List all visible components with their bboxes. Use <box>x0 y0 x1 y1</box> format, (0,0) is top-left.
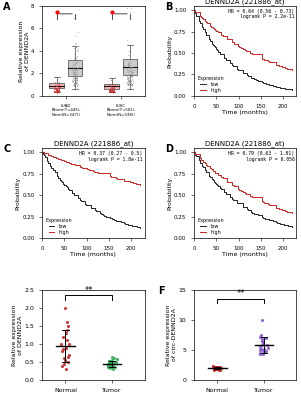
Point <box>54 88 59 95</box>
Point <box>56 84 61 90</box>
Point <box>217 366 222 373</box>
Point <box>127 80 132 87</box>
Point <box>213 366 218 372</box>
Point <box>56 88 61 94</box>
Point <box>111 86 116 92</box>
Point <box>52 82 57 88</box>
Point <box>55 88 60 95</box>
Point <box>111 87 116 93</box>
Point <box>72 69 77 76</box>
Point <box>110 88 115 94</box>
Point <box>107 87 112 94</box>
Point <box>112 86 116 93</box>
Point <box>75 59 79 66</box>
Point <box>112 88 117 94</box>
Point <box>111 85 116 91</box>
Point <box>127 74 132 81</box>
Point <box>55 89 60 95</box>
Point <box>56 88 61 94</box>
Point <box>54 89 59 96</box>
Point <box>74 78 79 84</box>
Point <box>64 366 68 372</box>
Point <box>112 86 116 92</box>
Point <box>110 89 115 95</box>
Point <box>72 82 77 88</box>
Point <box>65 337 70 344</box>
Text: B: B <box>165 2 172 12</box>
Point <box>125 79 130 86</box>
Point <box>126 76 131 82</box>
Point <box>54 86 59 92</box>
Point <box>108 87 113 94</box>
Point <box>56 87 61 93</box>
Point <box>54 84 59 91</box>
Point <box>75 29 80 35</box>
Point <box>111 89 116 96</box>
Point <box>74 45 79 52</box>
Point <box>54 88 59 95</box>
Point <box>54 89 59 96</box>
Point <box>71 82 76 88</box>
Point <box>112 87 117 94</box>
Point <box>109 357 114 364</box>
Point <box>107 86 112 93</box>
Point <box>71 69 76 75</box>
Point <box>110 82 115 88</box>
Point <box>111 86 116 92</box>
Point <box>108 89 113 95</box>
Point <box>105 361 110 367</box>
Point <box>126 68 131 74</box>
Point <box>54 87 59 94</box>
Point <box>260 348 265 354</box>
Point <box>73 74 78 80</box>
Point <box>106 362 110 368</box>
Point <box>130 69 135 76</box>
Point <box>109 363 114 370</box>
Point <box>72 81 77 87</box>
Point <box>112 360 116 367</box>
Point <box>126 78 131 85</box>
Point <box>127 51 132 57</box>
Point <box>128 80 132 86</box>
Point <box>111 88 116 95</box>
Point <box>72 74 76 81</box>
Point <box>217 365 222 372</box>
Point <box>73 55 78 61</box>
Point <box>258 346 263 353</box>
Point <box>73 44 78 51</box>
Point <box>54 82 58 89</box>
Point <box>129 71 134 78</box>
Title: DENND2A (221886_at): DENND2A (221886_at) <box>206 140 285 147</box>
Point <box>73 64 78 70</box>
Point <box>126 74 130 81</box>
Point <box>216 366 221 372</box>
Point <box>129 56 134 62</box>
Point <box>109 361 113 367</box>
Point <box>54 89 59 95</box>
X-axis label: Time (months): Time (months) <box>70 252 116 257</box>
Point <box>52 88 57 95</box>
Point <box>70 71 75 78</box>
Point <box>54 88 59 94</box>
Point <box>72 77 77 84</box>
Point <box>107 360 112 366</box>
Point <box>57 86 62 93</box>
Point <box>55 89 60 96</box>
Point <box>107 89 112 95</box>
Legend: low, high: low, high <box>196 217 225 236</box>
Point <box>52 88 57 94</box>
Point <box>129 80 134 87</box>
Point <box>53 86 58 93</box>
Point <box>126 75 130 82</box>
Point <box>111 88 116 94</box>
Point <box>74 67 79 74</box>
Point <box>70 78 75 85</box>
Text: HR = 0.79 (0.63 - 1.01)
logrank P = 0.056: HR = 0.79 (0.63 - 1.01) logrank P = 0.05… <box>228 151 294 162</box>
Point <box>75 82 80 88</box>
Point <box>113 358 118 365</box>
Point <box>108 83 113 89</box>
Point <box>261 338 266 345</box>
Point <box>107 82 111 88</box>
Point <box>52 88 57 95</box>
Point <box>125 66 130 73</box>
